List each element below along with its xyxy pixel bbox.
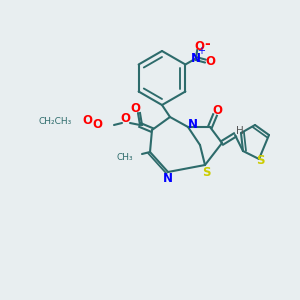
Text: S: S [256, 154, 264, 167]
Text: H: H [236, 126, 244, 136]
Text: N: N [191, 52, 201, 65]
Text: O: O [212, 103, 222, 116]
Text: CH₂CH₃: CH₂CH₃ [39, 118, 72, 127]
Text: O: O [92, 118, 102, 131]
Text: N: N [163, 172, 173, 184]
Text: -: - [205, 37, 210, 51]
Text: CH₃: CH₃ [116, 152, 133, 161]
Text: S: S [202, 167, 210, 179]
Text: O: O [130, 101, 140, 115]
Text: N: N [188, 118, 198, 130]
Text: O: O [206, 55, 215, 68]
Text: O: O [82, 113, 92, 127]
Text: O: O [194, 40, 204, 53]
Text: +: + [197, 46, 205, 56]
Text: O: O [120, 112, 130, 125]
